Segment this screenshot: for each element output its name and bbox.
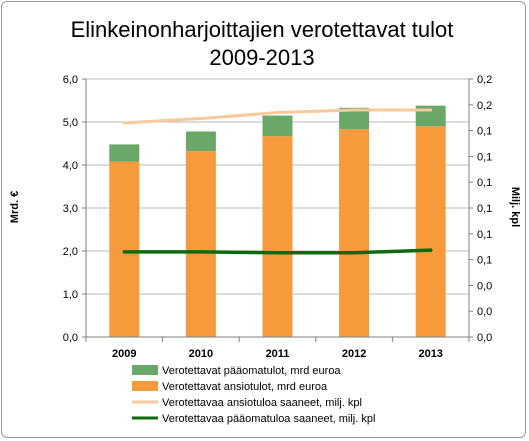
series-line [122, 108, 433, 125]
chart-title-line-2: 2009-2013 [209, 45, 314, 70]
x-tick-label: 2009 [112, 348, 136, 360]
y-tick-label: 6,0 [63, 74, 78, 86]
x-tick-label: 2010 [189, 348, 213, 360]
bar-paaomatulot [109, 144, 140, 162]
lines [122, 108, 433, 255]
bar-paaomatulot [185, 131, 216, 152]
y2-tick-label: 0,1 [477, 229, 492, 241]
series-line [122, 248, 433, 255]
bar-ansiotulot [415, 126, 446, 337]
x-tick-label: 2013 [418, 348, 442, 360]
legend-label: Verotettavat ansiotulot, mrd euroa [162, 381, 328, 393]
bar-ansiotulot [339, 129, 370, 337]
legend-label: Verotettavaa pääomatuloa saaneet, milj. … [162, 413, 375, 425]
legend-swatch-bar [132, 365, 158, 375]
bars [109, 105, 446, 337]
y2-tick-label: 0,1 [477, 126, 492, 138]
y-tick-label: 0,0 [63, 332, 78, 344]
legend-swatch-bar [132, 381, 158, 391]
legend-label: Verotettavat pääomatulot, mrd euroa [162, 365, 341, 377]
y2-tick-label: 0,0 [477, 306, 492, 318]
y-tick-label: 2,0 [63, 246, 78, 258]
y2-tick-label: 0,1 [477, 151, 492, 163]
y2-tick-label: 0,0 [477, 332, 492, 344]
y2-tick-label: 0,1 [477, 177, 492, 189]
bar-ansiotulot [185, 151, 216, 337]
axes [82, 78, 473, 342]
y2-tick-label: 0,2 [477, 74, 492, 86]
y2-tick-label: 0,1 [477, 203, 492, 215]
x-tick-label: 2012 [342, 348, 366, 360]
y-axis-label: Mrd. € [9, 191, 21, 223]
tick-labels: 0,0 1,0 2,0 3,0 4,0 5,0 6,0 0,0 0,0 0,0 0,1 0,1 0,1 0… [63, 74, 493, 360]
y2-axis-label: Milj. kpl [509, 187, 521, 227]
bar-ansiotulot [262, 136, 293, 337]
y-tick-label: 1,0 [63, 289, 78, 301]
y2-tick-label: 0,1 [477, 255, 492, 267]
y-tick-label: 5,0 [63, 117, 78, 129]
chart-title-line-1: Elinkeinonharjoittajien verotettavat tul… [71, 17, 454, 42]
y-tick-label: 3,0 [63, 203, 78, 215]
bar-ansiotulot [109, 161, 140, 337]
bar-paaomatulot [262, 115, 293, 137]
bar-paaomatulot [339, 107, 370, 130]
x-tick-label: 2011 [266, 348, 290, 360]
y2-tick-label: 0,0 [477, 280, 492, 292]
legend-label: Verotettavaa ansiotuloa saaneet, milj. k… [162, 397, 362, 409]
y-tick-label: 4,0 [63, 160, 78, 172]
legend: Verotettavat pääomatulot, mrd euroa Verot… [132, 365, 375, 425]
y2-tick-label: 0,2 [477, 100, 492, 112]
